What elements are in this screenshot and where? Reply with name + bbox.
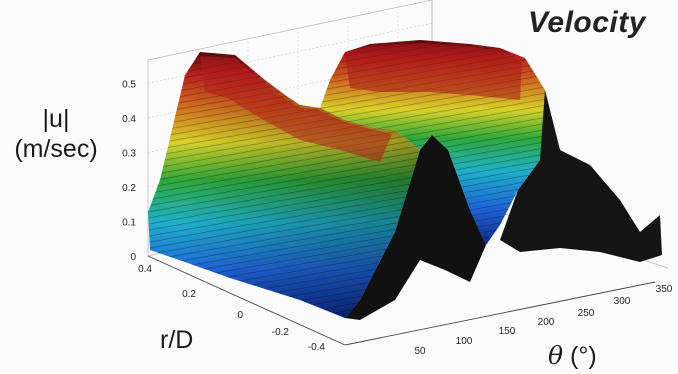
theta-tick-label: 150 [499, 326, 516, 337]
r-tick-label: 0.4 [138, 264, 152, 275]
axis-ticks: 0 0.1 0.2 0.3 0.4 0.5 0.4 0.2 0 -0.2 -0.4 50 100 150 2… [122, 79, 673, 357]
z-tick-label: 0.1 [122, 217, 136, 228]
surface-shadow-front [345, 135, 486, 320]
r-tick-label: -0.2 [272, 327, 290, 338]
z-tick-label: 0 [130, 252, 136, 263]
surface-back-peak-highlight [345, 43, 522, 100]
z-axis-label: |u| (m/sec) [8, 104, 104, 164]
r-tick-label: -0.4 [308, 342, 326, 353]
surface [148, 40, 662, 320]
r-axis-label: r/D [160, 326, 194, 354]
r-axis-line [147, 255, 346, 346]
z-tick-label: 0.2 [122, 183, 136, 194]
z-axis-label-symbol: |u| [42, 105, 70, 133]
z-axis-label-unit: (m/sec) [14, 135, 98, 163]
surface-shadow-back [500, 90, 662, 262]
z-tick-label: 0.3 [122, 148, 136, 159]
surface-front-shading [185, 52, 420, 318]
surface-peak-highlight [200, 56, 392, 162]
chart-title: Velocity [528, 6, 646, 39]
z-tick-label: 0.5 [122, 79, 136, 90]
theta-tick-label: 350 [656, 284, 673, 295]
theta-unit: (°) [570, 342, 597, 370]
theta-tick-label: 200 [538, 317, 555, 328]
z-tick-label: 0.4 [122, 114, 136, 125]
theta-tick-label: 250 [578, 308, 595, 319]
theta-tick-label: 300 [614, 296, 631, 307]
theta-tick-label: 100 [456, 336, 473, 347]
theta-axis-line [344, 281, 656, 346]
r-tick-label: 0.2 [182, 289, 196, 300]
theta-axis-label: θ (°) [548, 341, 597, 371]
r-tick-label: 0 [237, 310, 243, 321]
theta-tick-label: 50 [414, 346, 426, 357]
theta-symbol: θ [548, 341, 564, 370]
